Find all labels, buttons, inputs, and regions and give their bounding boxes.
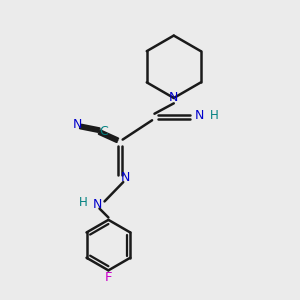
Text: F: F xyxy=(105,271,112,284)
Text: C: C xyxy=(99,125,108,138)
Text: H: H xyxy=(79,196,88,208)
Text: N: N xyxy=(73,118,82,131)
Text: N: N xyxy=(194,109,204,122)
Text: N: N xyxy=(121,171,130,184)
Text: N: N xyxy=(93,199,102,212)
Text: N: N xyxy=(169,92,178,104)
Text: H: H xyxy=(209,109,218,122)
